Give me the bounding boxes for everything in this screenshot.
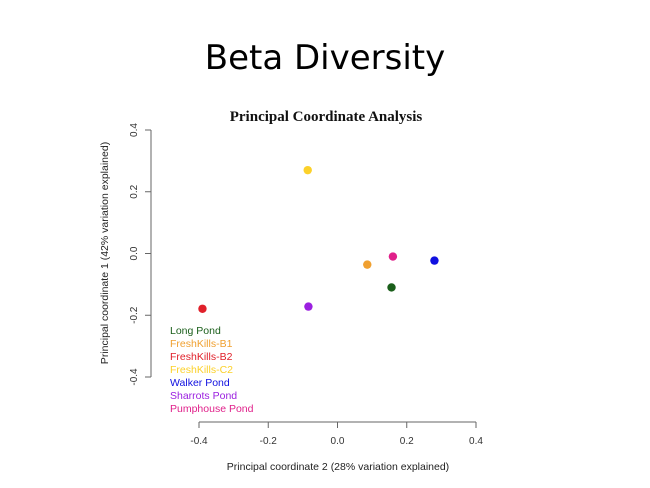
legend-entry: FreshKills-B2 [170,351,233,363]
x-axis: -0.4 -0.2 0.0 0.2 0.4 [190,421,483,447]
legend-entry: Pumphouse Pond [170,403,254,415]
x-tick-label: -0.4 [190,436,208,447]
x-tick-label: -0.2 [260,436,278,447]
y-tick-label: 0.2 [129,184,140,198]
y-tick-label: -0.2 [129,306,140,324]
data-points [198,165,439,313]
legend-entry: Sharrots Pond [170,390,237,402]
data-point-freshkills-c2 [303,165,312,175]
data-point-freshkills-b1 [363,260,372,269]
x-tick-label: 0.4 [469,436,483,447]
x-tick-label: 0.0 [331,436,345,447]
y-tick-label: -0.4 [129,368,140,386]
chart-title: Principal Coordinate Analysis [230,109,423,125]
legend-entry: Long Pond [170,325,221,337]
slide-title: Beta Diversity [204,38,446,78]
legend-entry: FreshKills-C2 [170,364,233,376]
data-point-long-pond [387,283,396,292]
x-axis-label: Principal coordinate 2 (28% variation ex… [227,461,449,473]
legend-entry: Walker Pond [170,377,230,389]
data-point-pumphouse-pond [388,252,398,261]
legend-entry: FreshKills-B1 [170,338,233,350]
legend: Long PondFreshKills-B1FreshKills-B2Fresh… [170,325,254,415]
data-point-walker-pond [430,256,439,265]
y-axis-label: Principal coordinate 1 (42% variation ex… [99,142,111,364]
y-axis: -0.4 -0.2 0.0 0.2 0.4 [129,123,152,386]
y-tick-label: 0.0 [129,246,140,260]
data-point-sharrots-pond [304,302,313,311]
x-tick-label: 0.2 [400,436,414,447]
y-tick-label: 0.4 [129,123,140,137]
data-point-freshkills-b2 [198,304,207,313]
